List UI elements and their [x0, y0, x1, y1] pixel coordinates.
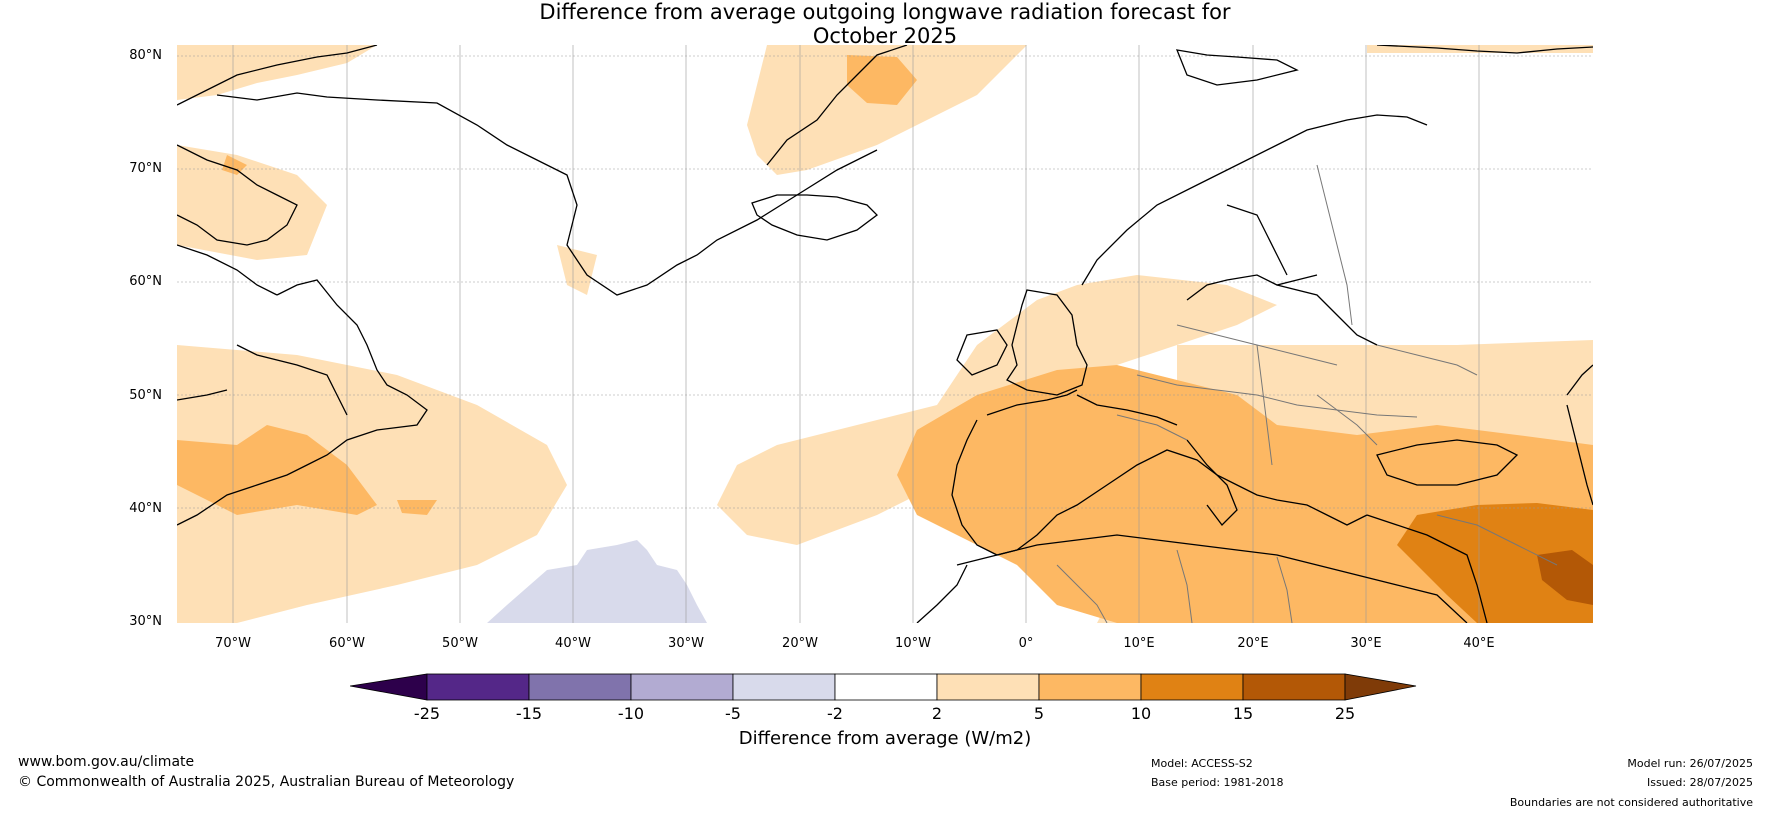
anomaly-dark-orange	[1397, 503, 1593, 623]
colorbar-tick-label: -10	[617, 704, 645, 723]
colorbar-segment-1	[426, 673, 530, 701]
lon-label-30e: 30°E	[1350, 636, 1382, 651]
graticule	[177, 45, 1593, 623]
colorbar-title: Difference from average (W/m2)	[738, 728, 1032, 749]
colorbar-tick-label: 15	[1232, 704, 1254, 723]
colorbar-tick-label: -2	[827, 704, 843, 723]
colorbar-segment-8	[1140, 673, 1244, 701]
footer-issued: Issued: 28/07/2025	[1646, 776, 1753, 789]
lon-label-20w: 20°W	[782, 636, 818, 651]
anomaly-brown	[1537, 550, 1593, 605]
anomaly-light-purple	[487, 540, 707, 623]
lon-label-20e: 20°E	[1237, 636, 1269, 651]
coastlines	[177, 45, 1593, 623]
footer-website[interactable]: www.bom.gov.au/climate	[18, 754, 195, 770]
footer-model-run: Model run: 26/07/2025	[1627, 757, 1753, 770]
colorbar-segment-9	[1242, 673, 1346, 701]
lon-label-30w: 30°W	[668, 636, 704, 651]
lat-label-50n: 50°N	[129, 388, 162, 403]
colorbar-segment-7	[1038, 673, 1142, 701]
title-line-2: October 2025	[812, 24, 958, 48]
footer-copyright: © Commonwealth of Australia 2025, Austra…	[18, 774, 515, 790]
colorbar-tick-label: -15	[515, 704, 543, 723]
footer-disclaimer: Boundaries are not considered authoritat…	[1509, 796, 1753, 809]
lon-label-60w: 60°W	[329, 636, 365, 651]
colorbar-tick-label: 25	[1334, 704, 1356, 723]
colorbar-segment-4	[732, 673, 836, 701]
lat-label-60n: 60°N	[129, 274, 162, 289]
lon-label-50w: 50°W	[442, 636, 478, 651]
colorbar-segment-2	[528, 673, 632, 701]
map-canvas	[177, 45, 1593, 623]
colorbar	[350, 673, 1417, 701]
lon-label-0: 0°	[1018, 636, 1034, 651]
lat-label-80n: 80°N	[129, 48, 162, 63]
lat-label-40n: 40°N	[129, 501, 162, 516]
lat-label-30n: 30°N	[129, 614, 162, 629]
colorbar-segment-5	[834, 673, 938, 701]
title-line-1: Difference from average outgoing longwav…	[539, 0, 1231, 24]
lon-label-70w: 70°W	[215, 636, 251, 651]
country-borders	[1056, 164, 1558, 623]
colorbar-tick-label: -5	[725, 704, 741, 723]
colorbar-segment-0	[350, 673, 428, 701]
footer-base-period: Base period: 1981-2018	[1151, 776, 1284, 789]
colorbar-segment-10	[1344, 673, 1417, 701]
colorbar-tick-label: -25	[413, 704, 441, 723]
lat-label-70n: 70°N	[129, 161, 162, 176]
colorbar-segment-6	[936, 673, 1040, 701]
lon-label-40e: 40°E	[1463, 636, 1495, 651]
footer-model: Model: ACCESS-S2	[1151, 757, 1253, 770]
map-title: Difference from average outgoing longwav…	[0, 0, 1770, 48]
colorbar-segment-3	[630, 673, 734, 701]
lon-label-10w: 10°W	[895, 636, 931, 651]
colorbar-tick-label: 2	[931, 704, 943, 723]
map-frame	[177, 45, 1593, 623]
lon-label-40w: 40°W	[555, 636, 591, 651]
colorbar-tick-label: 5	[1033, 704, 1045, 723]
lon-label-10e: 10°E	[1123, 636, 1155, 651]
map-panel	[177, 45, 1593, 623]
colorbar-tick-label: 10	[1130, 704, 1152, 723]
